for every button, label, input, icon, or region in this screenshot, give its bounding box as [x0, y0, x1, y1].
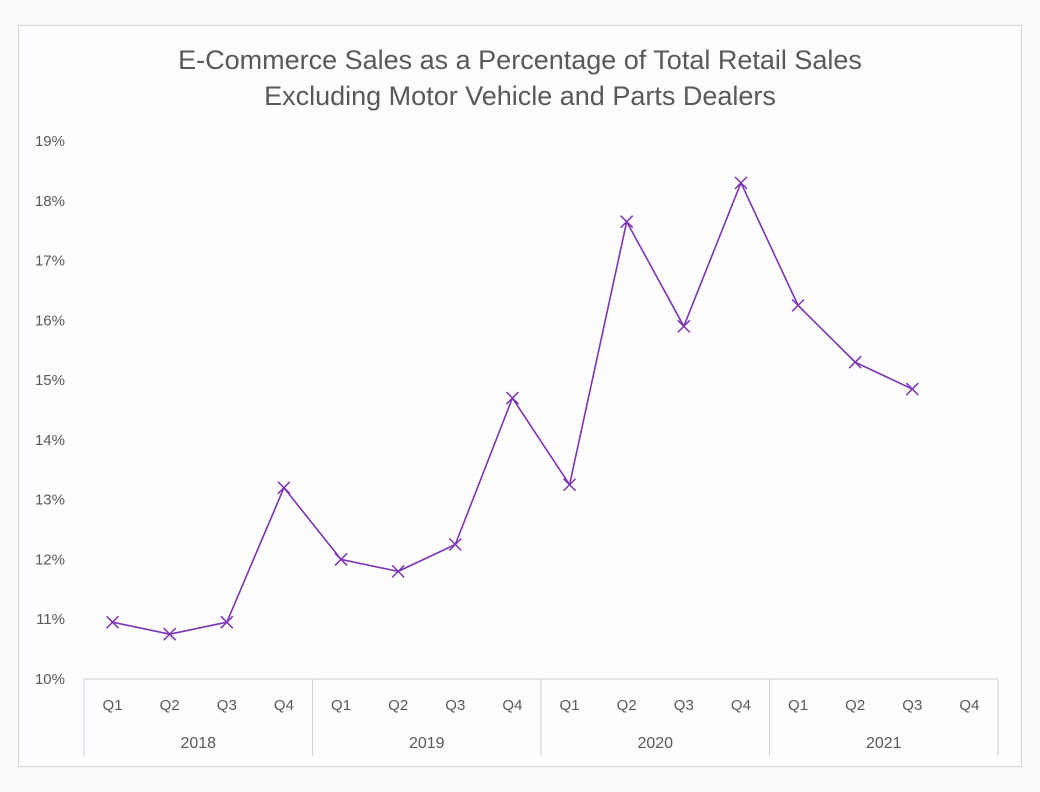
x-category-label: Q4 [502, 697, 522, 714]
y-tick-label: 10% [35, 671, 65, 688]
x-year-label: 2020 [637, 735, 673, 752]
x-category-label: Q1 [788, 697, 808, 714]
x-category-label: Q2 [845, 697, 865, 714]
x-category-label: Q3 [902, 697, 922, 714]
x-year-label: 2019 [409, 735, 445, 752]
data-point-marker [505, 391, 519, 405]
x-category-label: Q3 [445, 697, 465, 714]
chart-frame [18, 25, 1022, 767]
data-point-marker [391, 564, 405, 578]
y-tick-label: 13% [35, 492, 65, 509]
y-tick-label: 19% [35, 133, 65, 150]
x-category-label: Q3 [674, 697, 694, 714]
data-point-marker [163, 627, 177, 641]
chart-title: E-Commerce Sales as a Percentage of Tota… [178, 45, 862, 75]
x-category-label: Q4 [959, 697, 979, 714]
series-line [112, 182, 913, 635]
x-category-label: Q1 [560, 697, 580, 714]
data-point-marker [848, 355, 862, 369]
x-category-label: Q4 [731, 697, 751, 714]
data-point-marker [563, 478, 577, 492]
data-point-marker [334, 552, 348, 566]
y-tick-label: 11% [36, 611, 65, 628]
y-tick-label: 14% [35, 432, 65, 449]
y-tick-label: 18% [35, 193, 65, 210]
data-point-marker [220, 615, 234, 629]
y-tick-label: 17% [35, 253, 65, 270]
data-point-marker [277, 481, 291, 495]
chart-title-block: E-Commerce Sales as a Percentage of Tota… [0, 42, 1040, 114]
data-point-marker [734, 176, 748, 190]
data-point-marker [106, 615, 120, 629]
x-category-label: Q2 [388, 697, 408, 714]
data-point-marker [677, 319, 691, 333]
data-point-marker [791, 298, 805, 312]
x-year-label: 2018 [180, 735, 216, 752]
data-point-marker [448, 537, 462, 552]
x-category-label: Q2 [160, 697, 180, 714]
data-point-marker [905, 382, 919, 396]
x-category-label: Q3 [217, 697, 237, 714]
data-point-marker [620, 215, 634, 229]
chart-subtitle: Excluding Motor Vehicle and Parts Dealer… [264, 81, 776, 111]
x-category-label: Q1 [331, 697, 351, 714]
x-category-label: Q1 [103, 697, 123, 714]
x-category-label: Q4 [274, 697, 294, 714]
x-year-label: 2021 [866, 735, 902, 752]
y-tick-label: 16% [35, 312, 65, 329]
y-tick-label: 12% [35, 551, 65, 568]
y-tick-label: 15% [35, 372, 65, 389]
x-category-label: Q2 [617, 697, 637, 714]
